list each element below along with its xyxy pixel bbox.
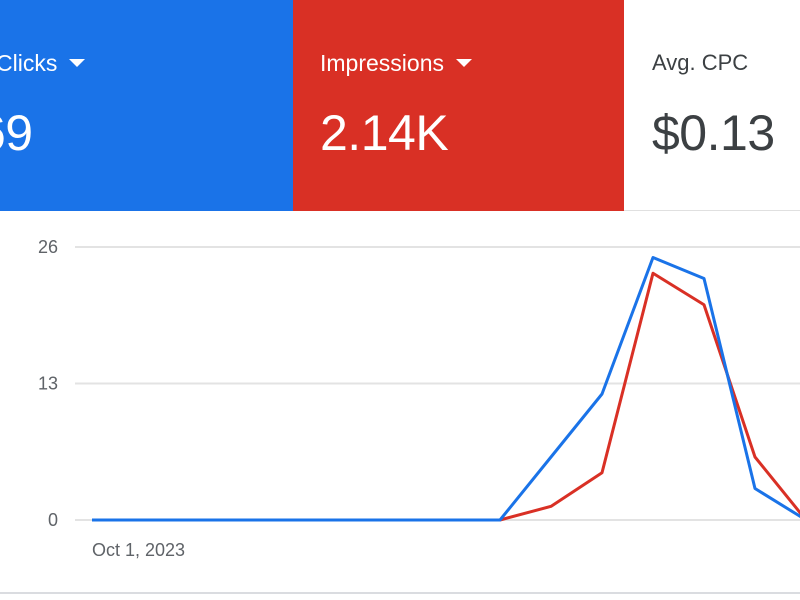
impressions-label-text: Impressions: [320, 50, 444, 76]
performance-line-chart: 0 13 26 Oct 1, 2023: [38, 237, 800, 560]
x-axis-tick-label: Oct 1, 2023: [92, 540, 185, 560]
chevron-down-icon[interactable]: [69, 58, 86, 67]
avg-cpc-value: $0.13: [652, 105, 775, 161]
series-line-0: [92, 256, 800, 522]
impressions-value: 2.14K: [320, 105, 449, 161]
chevron-down-icon[interactable]: [455, 58, 472, 67]
clicks-scorecard[interactable]: Clicks 69: [0, 0, 293, 211]
avg-cpc-label: Avg. CPC: [652, 50, 749, 75]
impressions-scorecard[interactable]: Impressions 2.14K: [293, 0, 624, 211]
clicks-metric-label[interactable]: Clicks: [0, 49, 86, 77]
y-axis-tick-label: 0: [48, 510, 58, 530]
clicks-label-text: Clicks: [0, 50, 58, 76]
y-axis-tick-label: 13: [38, 374, 58, 394]
chart-bottom-divider: [0, 592, 800, 594]
avg-cpc-scorecard[interactable]: Avg. CPC $0.13: [624, 0, 800, 211]
clicks-value: 69: [0, 105, 33, 161]
series-line-1: [92, 271, 800, 522]
y-axis-tick-label: 26: [38, 237, 58, 257]
impressions-metric-label[interactable]: Impressions: [320, 49, 472, 77]
chart-gridlines: [75, 246, 800, 521]
chart-series: [92, 256, 800, 522]
y-axis-ticks: 0 13 26: [38, 237, 58, 530]
